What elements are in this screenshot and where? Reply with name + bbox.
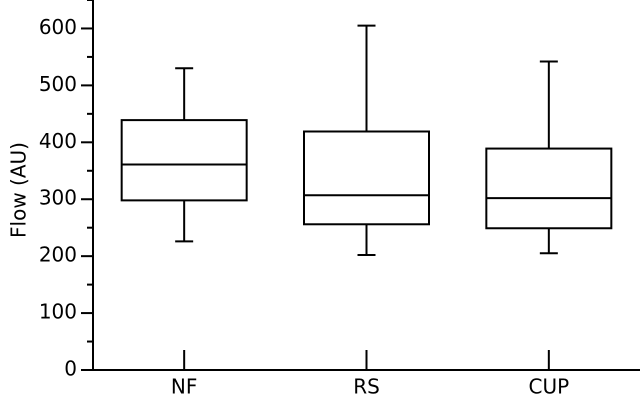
box (485, 147, 613, 230)
box (303, 130, 430, 226)
x-tick-label: CUP (528, 375, 569, 399)
y-tick-label: 600 (39, 15, 77, 39)
y-tick-label: 400 (39, 129, 77, 153)
y-tick-label: 200 (39, 243, 77, 267)
x-tick-label: RS (353, 375, 380, 399)
y-tick-label: 0 (64, 357, 77, 381)
y-axis-label: Flow (AU) (7, 142, 31, 238)
x-tick-label: NF (171, 375, 197, 399)
y-tick-label: 100 (39, 300, 77, 324)
box (120, 119, 248, 202)
y-tick-label: 500 (39, 72, 77, 96)
y-tick-label: 300 (39, 186, 77, 210)
